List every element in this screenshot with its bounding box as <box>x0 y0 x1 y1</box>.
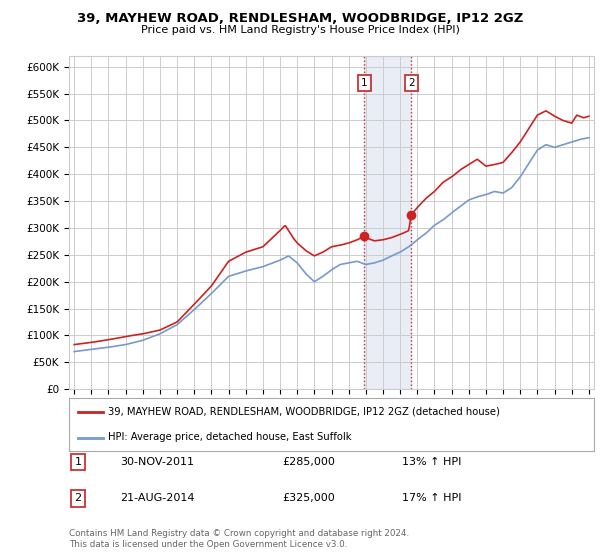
Text: Contains HM Land Registry data © Crown copyright and database right 2024.
This d: Contains HM Land Registry data © Crown c… <box>69 529 409 549</box>
Text: 1: 1 <box>74 457 82 467</box>
Text: 13% ↑ HPI: 13% ↑ HPI <box>402 457 461 467</box>
Text: 1: 1 <box>361 78 368 88</box>
Text: 2: 2 <box>408 78 415 88</box>
Text: £325,000: £325,000 <box>282 493 335 503</box>
Text: 39, MAYHEW ROAD, RENDLESHAM, WOODBRIDGE, IP12 2GZ (detached house): 39, MAYHEW ROAD, RENDLESHAM, WOODBRIDGE,… <box>109 407 500 417</box>
Text: Price paid vs. HM Land Registry's House Price Index (HPI): Price paid vs. HM Land Registry's House … <box>140 25 460 35</box>
Bar <box>364 56 411 389</box>
Text: HPI: Average price, detached house, East Suffolk: HPI: Average price, detached house, East… <box>109 432 352 442</box>
Text: 30-NOV-2011: 30-NOV-2011 <box>120 457 194 467</box>
Text: 21-AUG-2014: 21-AUG-2014 <box>120 493 194 503</box>
Text: 17% ↑ HPI: 17% ↑ HPI <box>402 493 461 503</box>
Text: £285,000: £285,000 <box>282 457 335 467</box>
Text: 2: 2 <box>74 493 82 503</box>
Text: 39, MAYHEW ROAD, RENDLESHAM, WOODBRIDGE, IP12 2GZ: 39, MAYHEW ROAD, RENDLESHAM, WOODBRIDGE,… <box>77 12 523 25</box>
